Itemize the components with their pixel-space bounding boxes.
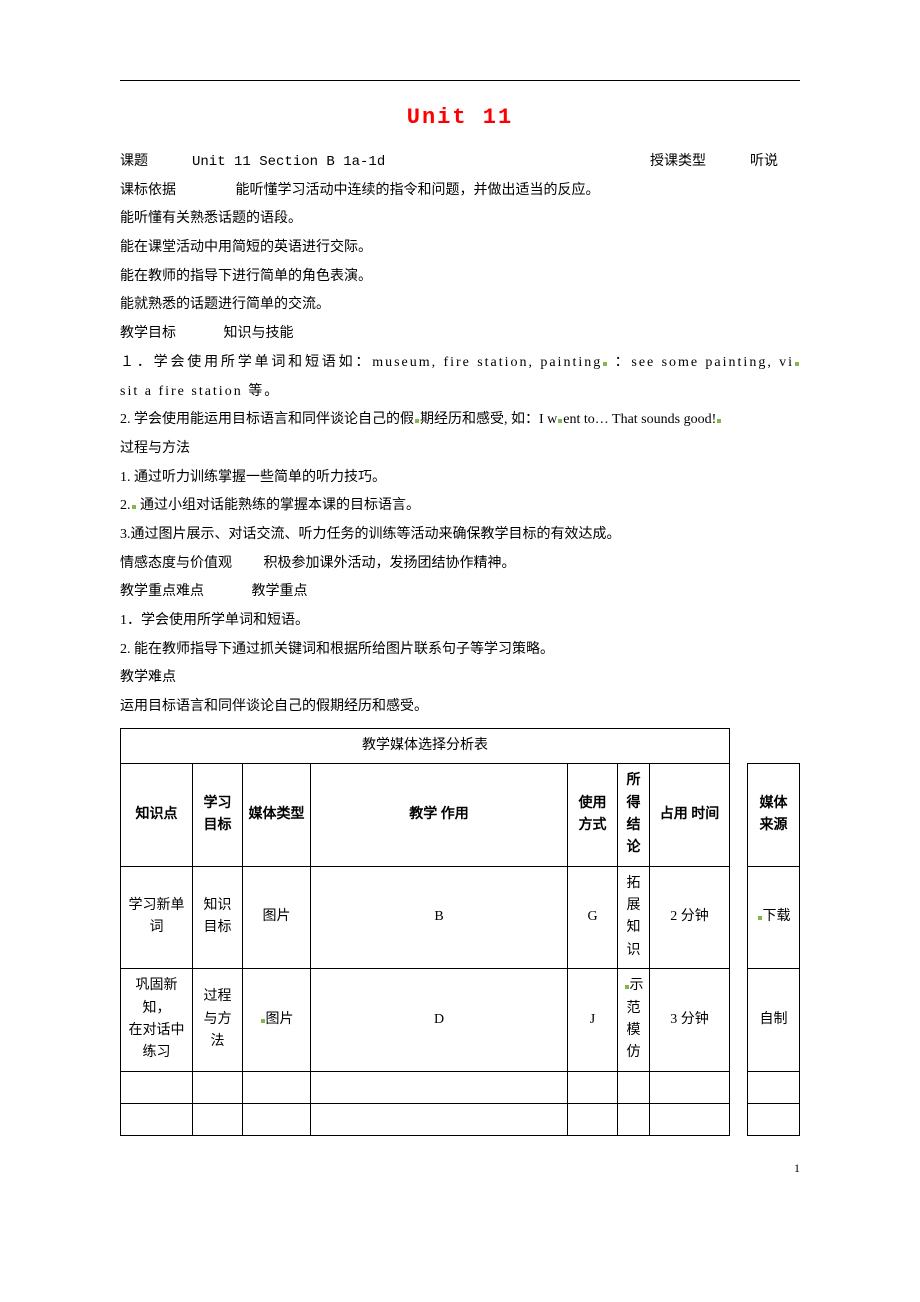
ks-label: 知识与技能 [224, 326, 294, 341]
ks-line-2a: 2. 学会使用能运用目标语言和同伴谈论自己的假期经历和感受, 如：I w ent … [120, 406, 800, 435]
th-4: 使用方式 [568, 764, 618, 867]
top-rule [120, 80, 800, 81]
topic-label: 课题 [120, 148, 192, 177]
r0c5: 拓展知识 [618, 866, 650, 969]
r1c4: J [568, 969, 618, 1072]
r1c6: 3 分钟 [650, 969, 730, 1072]
table-row: 学习新单词 知识目标 图片 B G 拓展知识 2 分钟 下载 [121, 866, 800, 969]
r0c2: 图片 [243, 866, 311, 969]
artifact-dot [558, 419, 562, 423]
av-label: 情感态度与价值观 [120, 550, 260, 579]
page: Unit 11 课题 Unit 11 Section B 1a-1d 授课类型 … [0, 0, 920, 1196]
r1c0: 巩固新知，在对话中练习 [121, 969, 193, 1072]
r1c7: 自制 [748, 969, 800, 1072]
artifact-dot [415, 419, 419, 423]
pm-label: 过程与方法 [120, 435, 800, 464]
ks2-b: 期经历和感受, 如：I w [420, 412, 557, 427]
ks2-a: 2. 学会使用能运用目标语言和同伴谈论自己的假 [120, 412, 414, 427]
ks1-c: sit a fire station 等。 [120, 384, 280, 399]
table-gap [730, 728, 748, 763]
page-number: 1 [794, 1161, 800, 1176]
table-gap2 [748, 728, 800, 763]
dp-label: 教学难点 [120, 664, 800, 693]
ks-line-1: １．学会使用所学单词和短语如：museum, fire station, pai… [120, 349, 800, 406]
kp-line-2: 2. 能在教师指导下通过抓关键词和根据所给图片联系句子等学习策略。 [120, 636, 800, 665]
row-av: 情感态度与价值观 积极参加课外活动，发扬团结协作精神。 [120, 550, 800, 579]
artifact-dot [603, 362, 607, 366]
pm-line-1: 1. 通过听力训练掌握一些简单的听力技巧。 [120, 464, 800, 493]
table-title-row: 教学媒体选择分析表 [121, 728, 800, 763]
r1-gap [730, 969, 748, 1072]
th-2: 媒体类型 [243, 764, 311, 867]
th-1: 学习目标 [193, 764, 243, 867]
kp-line-1: 1．学会使用所学单词和短语。 [120, 607, 800, 636]
av-text: 积极参加课外活动，发扬团结协作精神。 [264, 556, 516, 571]
ks1-b: ：see some painting, vi [615, 355, 794, 370]
row-objectives: 教学目标 知识与技能 [120, 320, 800, 349]
r1c1: 过程与方法 [193, 969, 243, 1072]
ks2-c: ent to… That sounds good! [563, 412, 716, 427]
artifact-dot [261, 1019, 265, 1023]
pm-line-3: 3.通过图片展示、对话交流、听力任务的训练等活动来确保教学目标的有效达成。 [120, 521, 800, 550]
table-row: 巩固新知，在对话中练习 过程与方法 图片 D J 示范模仿 3 分钟 自制 [121, 969, 800, 1072]
basis-line-2: 能在课堂活动中用简短的英语进行交际。 [120, 234, 800, 263]
th-0: 知识点 [121, 764, 193, 867]
table-row-empty [121, 1071, 800, 1103]
r0c0: 学习新单词 [121, 866, 193, 969]
kp-sublabel: 教学重点 [252, 584, 308, 599]
basis-label: 课标依据 [120, 177, 232, 206]
th-5: 所得结论 [618, 764, 650, 867]
artifact-dot [795, 362, 799, 366]
basis-line-3: 能在教师的指导下进行简单的角色表演。 [120, 263, 800, 292]
basis-first: 能听懂学习活动中连续的指令和问题，并做出适当的反应。 [236, 183, 600, 198]
artifact-dot [132, 505, 136, 509]
unit-title: Unit 11 [120, 105, 800, 130]
artifact-dot [717, 419, 721, 423]
body: 课题 Unit 11 Section B 1a-1d 授课类型 听说 课标依据 … [120, 148, 800, 1136]
r0-gap [730, 866, 748, 969]
ks1-a: １．学会使用所学单词和短语如：museum, fire station, pai… [120, 355, 602, 370]
th-gap [730, 764, 748, 867]
row-kp: 教学重点难点 教学重点 [120, 578, 800, 607]
r0c4: G [568, 866, 618, 969]
type-value: 听说 [750, 148, 800, 177]
objectives-label: 教学目标 [120, 320, 220, 349]
dp-text: 运用目标语言和同伴谈论自己的假期经历和感受。 [120, 693, 800, 722]
r0c1: 知识目标 [193, 866, 243, 969]
media-table: 教学媒体选择分析表 知识点 学习目标 媒体类型 教学 作用 使用方式 所得结论 … [120, 728, 800, 1136]
row-topic: 课题 Unit 11 Section B 1a-1d 授课类型 听说 [120, 148, 800, 177]
r0c6: 2 分钟 [650, 866, 730, 969]
table-title: 教学媒体选择分析表 [121, 728, 730, 763]
row-basis: 课标依据 能听懂学习活动中连续的指令和问题，并做出适当的反应。 [120, 177, 800, 206]
basis-line-1: 能听懂有关熟悉话题的语段。 [120, 205, 800, 234]
table-header: 知识点 学习目标 媒体类型 教学 作用 使用方式 所得结论 占用 时间 媒体来源 [121, 764, 800, 867]
th-6: 占用 时间 [650, 764, 730, 867]
th-3: 教学 作用 [311, 764, 568, 867]
type-label: 授课类型 [650, 148, 750, 177]
kp-label: 教学重点难点 [120, 578, 248, 607]
table-row-empty [121, 1103, 800, 1135]
r1c3: D [311, 969, 568, 1072]
r0c7: 下载 [748, 866, 800, 969]
r0c3: B [311, 866, 568, 969]
basis-line-4: 能就熟悉的话题进行简单的交流。 [120, 291, 800, 320]
r1c2: 图片 [243, 969, 311, 1072]
th-7: 媒体来源 [748, 764, 800, 867]
topic-value: Unit 11 Section B 1a-1d [192, 148, 650, 177]
pm-line-2: 2. 通过小组对话能熟练的掌握本课的目标语言。 [120, 492, 800, 521]
artifact-dot [758, 916, 762, 920]
r1c5: 示范模仿 [618, 969, 650, 1072]
artifact-dot [625, 985, 629, 989]
